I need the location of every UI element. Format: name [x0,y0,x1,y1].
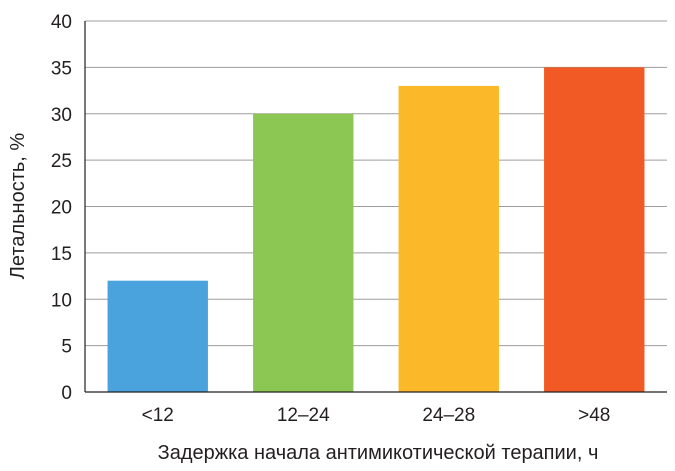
x-tick-label: <12 [142,405,174,426]
y-tick-label: 40 [51,12,72,33]
y-tick-labels: 0 5 10 15 20 25 30 35 40 [51,12,72,404]
x-tick-labels: <12 12–24 24–28 >48 [142,405,611,426]
bar [544,67,645,392]
y-tick-label: 5 [61,337,72,358]
y-tick-label: 0 [61,383,72,404]
x-tick-label: 12–24 [277,405,330,426]
y-tick-label: 20 [51,198,72,219]
axes [84,21,667,393]
y-tick-label: 35 [51,58,72,79]
bars [107,67,645,393]
x-tick-label: 24–28 [422,405,475,426]
y-tick-label: 30 [51,105,72,126]
y-tick-label: 15 [51,244,72,265]
x-axis-title: Задержка начала антимикотической терапии… [158,442,599,464]
bar [253,113,354,392]
bar [398,85,499,393]
bar [107,280,208,392]
y-tick-label: 10 [51,290,72,311]
x-tick-label: >48 [578,405,610,426]
y-axis-title: Летальность, % [7,133,29,280]
y-tick-label: 25 [51,151,72,172]
